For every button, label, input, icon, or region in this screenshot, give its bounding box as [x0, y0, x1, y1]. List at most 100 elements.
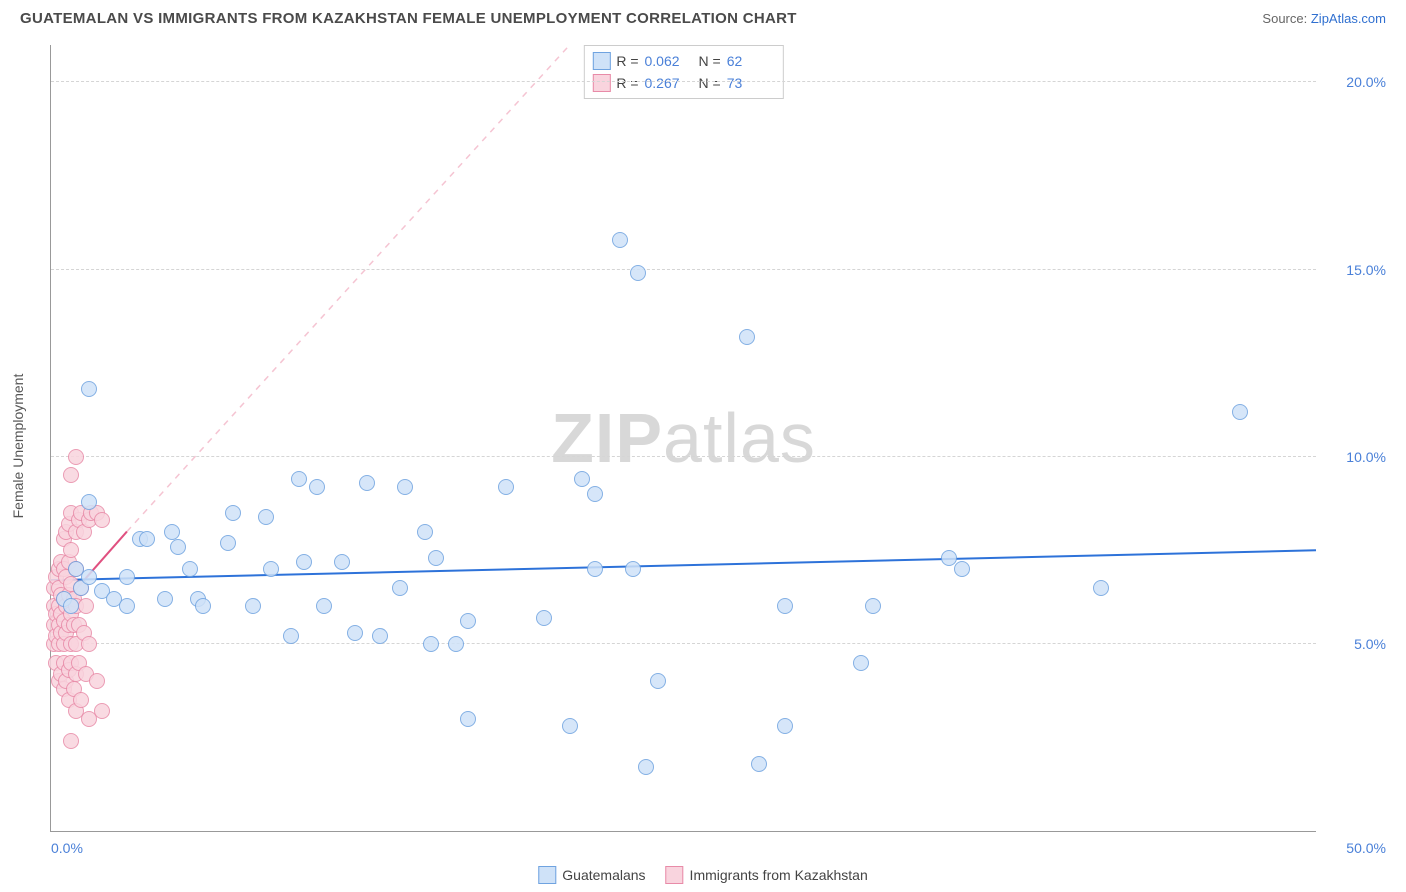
data-point-blue — [562, 718, 578, 734]
data-point-blue — [630, 265, 646, 281]
gridline — [51, 269, 1316, 270]
trend-lines-layer — [51, 45, 1316, 831]
data-point-blue — [612, 232, 628, 248]
data-point-blue — [865, 598, 881, 614]
data-point-blue — [63, 598, 79, 614]
data-point-blue — [587, 486, 603, 502]
data-point-blue — [1232, 404, 1248, 420]
data-point-blue — [1093, 580, 1109, 596]
n-value: 62 — [727, 53, 775, 69]
series-legend-label: Guatemalans — [562, 867, 645, 883]
data-point-pink — [78, 598, 94, 614]
data-point-blue — [372, 628, 388, 644]
data-point-blue — [392, 580, 408, 596]
watermark: ZIPatlas — [551, 398, 816, 478]
n-label: N = — [699, 53, 721, 69]
data-point-blue — [309, 479, 325, 495]
data-point-blue — [119, 598, 135, 614]
data-point-pink — [94, 703, 110, 719]
data-point-blue — [164, 524, 180, 540]
data-point-blue — [777, 598, 793, 614]
data-point-blue — [283, 628, 299, 644]
data-point-blue — [170, 539, 186, 555]
data-point-blue — [263, 561, 279, 577]
gridline — [51, 81, 1316, 82]
data-point-blue — [258, 509, 274, 525]
data-point-blue — [498, 479, 514, 495]
stats-legend: R =0.062N =62R =0.267N =73 — [583, 45, 783, 99]
data-point-blue — [225, 505, 241, 521]
gridline — [51, 456, 1316, 457]
series-legend-item: Immigrants from Kazakhstan — [666, 866, 868, 884]
data-point-blue — [182, 561, 198, 577]
data-point-blue — [739, 329, 755, 345]
data-point-pink — [63, 467, 79, 483]
data-point-blue — [245, 598, 261, 614]
data-point-blue — [423, 636, 439, 652]
y-tick-label: 5.0% — [1354, 636, 1386, 652]
y-axis-title: Female Unemployment — [10, 374, 26, 519]
data-point-blue — [428, 550, 444, 566]
r-label: R = — [616, 53, 638, 69]
data-point-pink — [73, 692, 89, 708]
r-label: R = — [616, 75, 638, 91]
data-point-blue — [536, 610, 552, 626]
gridline — [51, 643, 1316, 644]
chart-plot-area: ZIPatlas R =0.062N =62R =0.267N =73 5.0%… — [50, 45, 1316, 832]
series-legend-label: Immigrants from Kazakhstan — [690, 867, 868, 883]
y-tick-label: 15.0% — [1346, 262, 1386, 278]
data-point-pink — [81, 636, 97, 652]
trend-line — [51, 550, 1316, 580]
stats-legend-row: R =0.267N =73 — [592, 72, 774, 94]
chart-title: GUATEMALAN VS IMMIGRANTS FROM KAZAKHSTAN… — [20, 10, 797, 27]
r-value: 0.062 — [645, 53, 693, 69]
data-point-blue — [81, 569, 97, 585]
source-label: Source: — [1262, 11, 1307, 26]
data-point-pink — [94, 512, 110, 528]
data-point-blue — [157, 591, 173, 607]
data-point-blue — [777, 718, 793, 734]
data-point-blue — [448, 636, 464, 652]
source-link[interactable]: ZipAtlas.com — [1311, 11, 1386, 26]
legend-swatch — [538, 866, 556, 884]
data-point-blue — [296, 554, 312, 570]
data-point-pink — [89, 673, 105, 689]
series-legend: Guatemalans Immigrants from Kazakhstan — [538, 866, 867, 884]
data-point-blue — [291, 471, 307, 487]
data-point-pink — [63, 542, 79, 558]
trend-line — [127, 45, 570, 532]
source-attribution: Source: ZipAtlas.com — [1262, 11, 1386, 26]
data-point-blue — [460, 613, 476, 629]
data-point-blue — [625, 561, 641, 577]
data-point-pink — [63, 733, 79, 749]
data-point-blue — [316, 598, 332, 614]
data-point-blue — [359, 475, 375, 491]
data-point-blue — [334, 554, 350, 570]
legend-swatch — [592, 52, 610, 70]
data-point-blue — [650, 673, 666, 689]
data-point-pink — [68, 449, 84, 465]
data-point-blue — [220, 535, 236, 551]
data-point-blue — [139, 531, 155, 547]
data-point-blue — [853, 655, 869, 671]
stats-legend-row: R = 0.062 N = 62 — [592, 50, 774, 72]
data-point-blue — [954, 561, 970, 577]
x-tick-label: 0.0% — [51, 840, 83, 856]
data-point-blue — [417, 524, 433, 540]
n-value: 73 — [727, 75, 775, 91]
data-point-blue — [751, 756, 767, 772]
data-point-blue — [81, 494, 97, 510]
data-point-blue — [195, 598, 211, 614]
x-tick-label: 50.0% — [1346, 840, 1386, 856]
y-tick-label: 20.0% — [1346, 74, 1386, 90]
data-point-blue — [574, 471, 590, 487]
data-point-blue — [460, 711, 476, 727]
legend-swatch — [666, 866, 684, 884]
n-label: N = — [699, 75, 721, 91]
legend-swatch — [592, 74, 610, 92]
data-point-blue — [347, 625, 363, 641]
data-point-blue — [81, 381, 97, 397]
data-point-blue — [638, 759, 654, 775]
series-legend-item: Guatemalans — [538, 866, 645, 884]
y-tick-label: 10.0% — [1346, 449, 1386, 465]
